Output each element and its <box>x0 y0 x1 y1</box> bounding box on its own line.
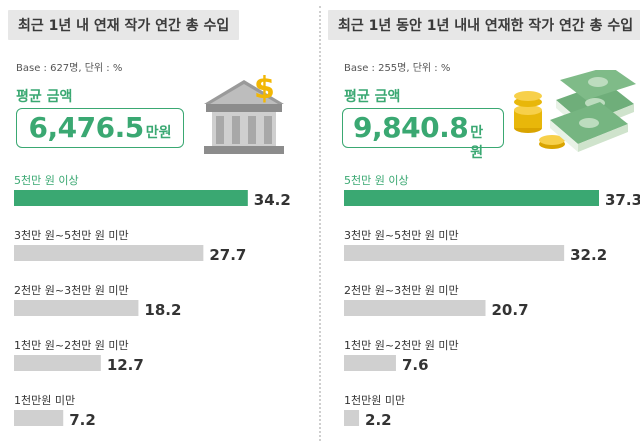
average-box: 9,840.8 만원 <box>342 108 504 161</box>
income-bar-chart-recent: 5천만 원 이상 34.2 3천만 원~5천만 원 미만 27.7 2천만 원~3천만 … <box>14 173 291 429</box>
bar <box>344 410 360 426</box>
average-unit: 만원 <box>145 125 172 141</box>
average-box: 6,476.5 만원 <box>16 108 184 148</box>
category-label: 1천만원 미만 <box>344 393 405 407</box>
panel-title-text: 최근 1년 내 연재 작가 연간 총 수입 <box>18 18 230 34</box>
value-label: 12.7 <box>107 356 144 374</box>
bar <box>14 300 139 316</box>
value-label: 27.7 <box>209 246 246 264</box>
category-label: 5천만 원 이상 <box>344 173 409 187</box>
category-label: 3천만 원~5천만 원 미만 <box>14 228 129 242</box>
bar <box>344 300 486 316</box>
bar <box>14 355 101 371</box>
panel-title: 최근 1년 내 연재 작가 연간 총 수입 <box>8 10 240 40</box>
base-note: Base : 255명, 단위 : % <box>344 63 451 74</box>
value-label: 20.7 <box>492 301 529 319</box>
panel-divider <box>319 6 321 441</box>
value-label: 32.2 <box>570 246 607 264</box>
value-label: 37.3 <box>605 191 640 209</box>
average-label: 평균 금액 <box>16 89 73 105</box>
category-label: 1천만 원~2천만 원 미만 <box>14 338 129 352</box>
bar <box>344 245 565 261</box>
category-label: 1천만원 미만 <box>14 393 75 407</box>
panel-title-text: 최근 1년 동안 1년 내내 연재한 작가 연간 총 수입 <box>338 18 634 34</box>
value-label: 7.2 <box>69 411 96 429</box>
svg-text:$: $ <box>254 71 275 106</box>
average-value: 9,840.8 <box>353 111 469 144</box>
panel-full-year-serial-income: 최근 1년 동안 1년 내내 연재한 작가 연간 총 수입 Base : 255… <box>324 0 640 447</box>
value-label: 34.2 <box>254 191 291 209</box>
income-bar-chart-full-year: 5천만 원 이상 37.3 3천만 원~5천만 원 미만 32.2 2천만 원~3천만 … <box>344 173 640 429</box>
bar <box>14 410 64 426</box>
base-note: Base : 627명, 단위 : % <box>16 63 123 74</box>
average-value: 6,476.5 <box>28 111 145 144</box>
bar <box>14 245 204 261</box>
average-label: 평균 금액 <box>344 89 401 105</box>
bank-building-dollar-icon: $ <box>204 71 284 154</box>
category-label: 3천만 원~5천만 원 미만 <box>344 228 459 242</box>
panel-recent-serial-income: 최근 1년 내 연재 작가 연간 총 수입 Base : 627명, 단위 : … <box>0 0 316 447</box>
money-stack-coins-icon <box>514 70 636 152</box>
average-unit: 만원 <box>470 125 484 161</box>
category-label: 1천만 원~2천만 원 미만 <box>344 338 459 352</box>
value-label: 18.2 <box>144 301 181 319</box>
value-label: 7.6 <box>402 356 429 374</box>
bar <box>14 190 248 206</box>
panel-title: 최근 1년 동안 1년 내내 연재한 작가 연간 총 수입 <box>328 10 640 40</box>
value-label: 2.2 <box>365 411 392 429</box>
category-label: 2천만 원~3천만 원 미만 <box>14 283 129 297</box>
bar <box>344 190 599 206</box>
category-label: 5천만 원 이상 <box>14 173 79 187</box>
category-label: 2천만 원~3천만 원 미만 <box>344 283 459 297</box>
bar <box>344 355 396 371</box>
